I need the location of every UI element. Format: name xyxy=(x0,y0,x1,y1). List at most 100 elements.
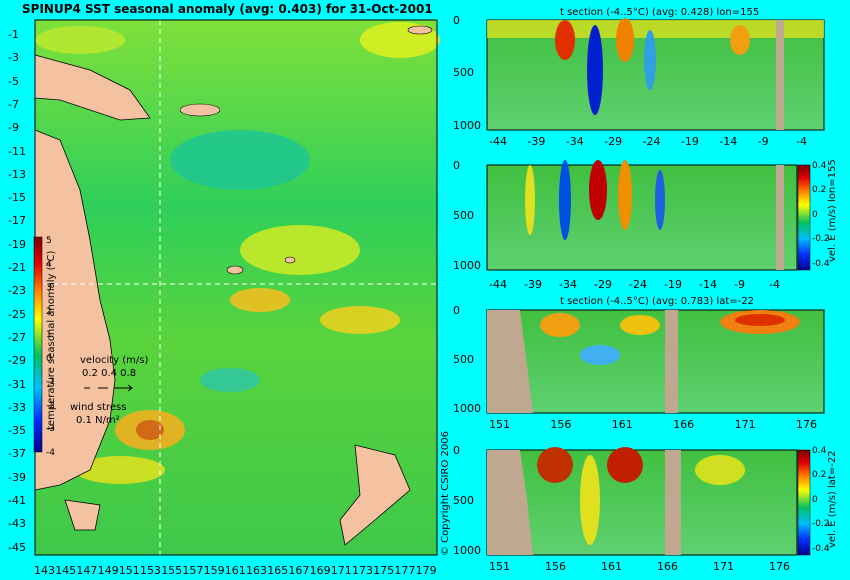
section-colorbar-tick: 0.2 xyxy=(812,470,827,481)
section-x-tick: -29 xyxy=(604,135,623,148)
lat-tick: -1 xyxy=(8,28,19,41)
lat-tick: -33 xyxy=(8,400,26,414)
section-x-tick: -39 xyxy=(524,278,542,291)
section-y-tick: 0 xyxy=(453,14,460,27)
tasmania-land xyxy=(64,499,101,531)
section-x-tick: -44 xyxy=(489,135,507,148)
section-x-tick: -4 xyxy=(796,135,807,148)
section-x-tick: 176 xyxy=(796,418,817,431)
lon-tick: 143 xyxy=(34,564,55,577)
section-y-tick: 500 xyxy=(453,66,474,80)
copyright-text: © Copyright CSIRO 2006 xyxy=(440,431,451,556)
section-y-tick: 1000 xyxy=(453,544,481,557)
lat-tick: -15 xyxy=(8,191,26,205)
lon-tick: 167 xyxy=(288,564,310,577)
section4-side-label: vel. E (m/s) lat=-22 xyxy=(827,450,838,548)
section-colorbar-tick: 0.2 xyxy=(812,185,827,196)
lon-tick: 175 xyxy=(373,564,395,577)
section-x-tick: -19 xyxy=(680,135,699,148)
section-colorbar-tick: -0.4 xyxy=(812,258,830,269)
section-colorbar-tick: -0.2 xyxy=(812,234,830,245)
lon-tick: 155 xyxy=(161,564,183,577)
main-colorbar xyxy=(33,236,43,453)
lon-tick: 163 xyxy=(246,564,267,577)
colorbar-tick: 4 xyxy=(46,259,52,270)
section-x-tick: -34 xyxy=(565,135,584,148)
section-x-tick: 171 xyxy=(734,418,756,431)
section-y-tick: 1000 xyxy=(453,259,481,272)
section-x-tick: 166 xyxy=(657,560,678,573)
australia-land xyxy=(34,129,116,491)
lon-tick: 171 xyxy=(330,564,352,577)
lat-tick: -37 xyxy=(8,447,26,461)
section-y-tick: 500 xyxy=(453,494,474,507)
pacific-islands xyxy=(179,25,433,275)
section-x-tick: -9 xyxy=(734,278,745,291)
section-x-tick: -4 xyxy=(769,278,780,291)
colorbar-tick: -3 xyxy=(46,424,55,434)
section-colorbar-tick: 0 xyxy=(812,209,818,220)
section-x-tick: -44 xyxy=(489,278,507,291)
new-zealand-land xyxy=(339,444,411,546)
section-x-tick: 171 xyxy=(713,560,734,573)
lon-tick: 165 xyxy=(267,564,289,577)
new-guinea-land xyxy=(34,54,151,121)
section-x-tick: 176 xyxy=(769,560,790,573)
lat-tick: -35 xyxy=(8,424,26,438)
lon-tick: 173 xyxy=(352,564,373,577)
lat-tick: -3 xyxy=(8,51,19,65)
lat-tick: -31 xyxy=(8,377,26,391)
section3-features xyxy=(487,310,800,413)
lat-tick: -45 xyxy=(8,540,26,554)
colorbar-tick: 2 xyxy=(46,306,52,317)
colorbar-tick: 0 xyxy=(46,353,52,364)
lat-tick: -41 xyxy=(8,494,26,507)
section-y-tick: 0 xyxy=(453,159,460,172)
velocity-legend-arrows xyxy=(84,384,133,392)
section-x-tick: 151 xyxy=(489,418,510,431)
wind-legend-scale: 0.1 N/m² xyxy=(76,415,120,426)
section-y-tick: 1000 xyxy=(453,402,481,416)
section2-side-label: vel. E (m/s) lon=155 xyxy=(827,159,838,262)
section2-features xyxy=(525,160,811,271)
section1-features xyxy=(487,18,824,130)
lon-tick: 153 xyxy=(140,564,161,577)
section-x-tick: -14 xyxy=(699,278,717,291)
section4-features xyxy=(487,447,811,556)
lon-tick: 149 xyxy=(97,564,119,577)
lat-tick: -39 xyxy=(8,470,26,484)
colorbar-tick: 3 xyxy=(46,283,52,293)
section-y-tick: 500 xyxy=(453,353,474,367)
section-x-tick: -19 xyxy=(664,278,682,291)
colorbar-tick: 5 xyxy=(46,236,52,246)
lat-tick: -11 xyxy=(8,144,26,158)
section-x-tick: -24 xyxy=(629,278,647,291)
section-x-tick: 161 xyxy=(601,560,622,573)
section-colorbar-tick: -0.4 xyxy=(812,543,830,554)
lon-tick: 179 xyxy=(415,564,437,577)
section-colorbar-tick: 0.4 xyxy=(812,161,827,171)
velocity-legend-title: velocity (m/s) xyxy=(80,355,149,366)
colorbar-tick: -2 xyxy=(46,400,55,411)
section-panels xyxy=(486,19,825,556)
wind-legend-title: wind stress xyxy=(70,402,127,413)
lat-tick: -17 xyxy=(8,214,26,228)
section-y-tick: 0 xyxy=(453,444,460,457)
lat-tick: -21 xyxy=(8,261,26,274)
lat-tick: -23 xyxy=(8,284,26,298)
lat-tick: -25 xyxy=(8,307,26,321)
lat-tick: -9 xyxy=(8,121,19,135)
lat-tick: -43 xyxy=(8,517,26,531)
lat-tick: -7 xyxy=(8,97,19,111)
section-y-tick: 500 xyxy=(453,209,474,222)
velocity-legend-scale: 0.2 0.4 0.8 xyxy=(82,368,137,379)
section-y-tick: 0 xyxy=(453,304,460,317)
lon-tick: 161 xyxy=(224,564,246,577)
section-colorbar-tick: 0 xyxy=(812,494,818,505)
section-x-tick: -34 xyxy=(559,278,577,291)
colorbar-tick: 1 xyxy=(46,330,52,340)
section-x-tick: -9 xyxy=(757,135,769,148)
lon-tick: 177 xyxy=(394,564,416,577)
section-x-tick: -29 xyxy=(594,278,612,291)
